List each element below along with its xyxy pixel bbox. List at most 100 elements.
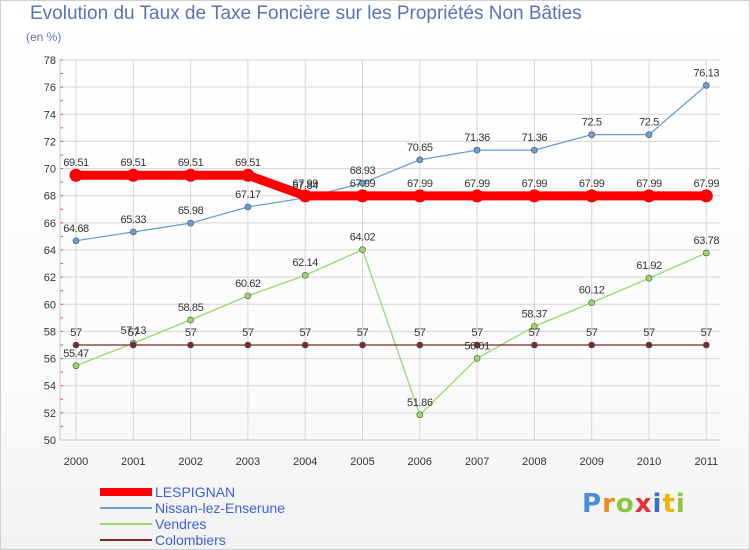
data-point-lespignan [642, 189, 656, 203]
data-point-colombiers [130, 341, 137, 349]
data-point-colombiers [187, 341, 194, 349]
y-tick-label: 70 [44, 164, 56, 176]
y-tick-label: 54 [44, 381, 56, 393]
x-tick-label: 2000 [64, 456, 88, 468]
logo-letter: i [652, 489, 663, 519]
data-label-colombiers: 57 [701, 327, 713, 339]
legend-swatch-nissan [100, 507, 152, 509]
data-point-nissan [187, 219, 194, 227]
data-label-lespignan: 67.99 [636, 178, 662, 190]
data-point-lespignan [69, 168, 83, 182]
x-tick-label: 2003 [236, 456, 260, 468]
data-label-nissan: 71.36 [522, 132, 548, 144]
data-label-vendres: 60.12 [579, 285, 605, 297]
data-point-nissan [244, 203, 252, 211]
data-point-nissan [531, 146, 538, 154]
legend-item-lespignan: LESPIGNAN [100, 484, 320, 500]
legend-swatch-vendres [100, 523, 152, 525]
data-label-vendres: 63.78 [694, 235, 720, 247]
data-point-colombiers [473, 341, 481, 349]
y-tick-label: 66 [44, 218, 56, 230]
data-point-nissan [588, 131, 596, 138]
data-point-vendres [645, 274, 653, 282]
logo-letter: P [582, 489, 603, 519]
data-label-colombiers: 57 [586, 327, 598, 339]
data-label-colombiers: 57 [414, 327, 426, 339]
y-tick-label: 60 [44, 299, 56, 311]
data-point-lespignan [413, 189, 427, 203]
data-label-lespignan: 67.99 [694, 178, 720, 190]
data-point-lespignan [241, 168, 255, 182]
data-label-vendres: 58.85 [178, 302, 204, 314]
data-label-lespignan: 67.99 [350, 178, 376, 190]
legend-item-colombiers: Colombiers [100, 532, 320, 548]
data-point-lespignan [585, 189, 599, 203]
data-point-vendres [301, 271, 309, 279]
x-tick-label: 2001 [121, 456, 145, 468]
data-label-nissan: 68.93 [350, 165, 376, 177]
data-point-vendres [588, 299, 596, 306]
data-point-colombiers [645, 341, 653, 349]
data-label-colombiers: 57 [70, 327, 82, 339]
y-tick-label: 76 [44, 82, 56, 94]
logo-letter: o [615, 489, 635, 519]
data-point-lespignan [126, 168, 140, 182]
y-tick-label: 56 [44, 354, 56, 366]
data-point-vendres [187, 316, 194, 324]
data-point-vendres [473, 355, 481, 362]
data-point-vendres [531, 323, 538, 330]
data-point-nissan [359, 179, 366, 187]
x-tick-label: 2004 [293, 456, 317, 468]
x-tick-label: 2011 [694, 456, 718, 468]
y-tick-label: 74 [44, 109, 56, 121]
data-point-lespignan [298, 189, 312, 203]
data-label-lespignan: 67.99 [464, 178, 490, 190]
chart-title: Evolution du Taux de Taxe Foncière sur l… [30, 3, 582, 24]
y-tick-label: 64 [44, 245, 56, 257]
x-tick-label: 2010 [637, 456, 661, 468]
data-label-nissan: 70.65 [407, 142, 433, 154]
series-line-vendres [75, 249, 707, 416]
y-tick-label: 52 [44, 408, 56, 420]
legend-swatch-colombiers [100, 539, 152, 541]
data-label-nissan: 76.13 [694, 67, 720, 79]
y-unit-label: (en %) [26, 30, 62, 44]
data-point-nissan [702, 82, 710, 89]
data-point-colombiers [702, 341, 710, 349]
x-tick-label: 2007 [465, 456, 489, 468]
data-label-vendres: 64.02 [350, 232, 376, 244]
legend-label-lespignan: LESPIGNAN [155, 484, 236, 500]
logo-letter: t [662, 489, 676, 519]
data-point-colombiers [244, 341, 252, 349]
data-point-nissan [645, 131, 653, 138]
data-label-nissan: 72.5 [639, 117, 659, 129]
data-label-colombiers: 57 [128, 327, 140, 339]
data-point-nissan [72, 237, 80, 245]
data-label-nissan: 65.33 [121, 214, 147, 226]
legend-item-nissan: Nissan-lez-Enserune [100, 500, 320, 516]
x-tick-label: 2008 [522, 456, 546, 468]
data-point-colombiers [416, 341, 424, 349]
data-point-nissan [130, 228, 137, 236]
data-label-nissan: 67.84 [292, 180, 318, 192]
data-point-lespignan [356, 189, 369, 203]
logo-letter: r [602, 489, 616, 519]
data-point-lespignan [470, 189, 484, 203]
data-point-vendres [359, 246, 366, 254]
data-point-vendres [72, 362, 80, 370]
data-point-colombiers [359, 341, 366, 349]
series-line-lespignan [71, 170, 711, 201]
x-tick-label: 2006 [408, 456, 432, 468]
data-point-colombiers [301, 341, 309, 349]
y-tick-label: 50 [44, 435, 56, 447]
legend-swatch-lespignan [100, 488, 152, 496]
logo-letter: i [675, 489, 686, 519]
data-label-nissan: 67.17 [235, 189, 261, 201]
data-label-colombiers: 57 [185, 327, 197, 339]
y-tick-label: 72 [44, 136, 56, 148]
data-label-lespignan: 67.99 [292, 178, 318, 190]
data-point-nissan [473, 146, 481, 154]
data-label-colombiers: 57 [529, 327, 541, 339]
legend-label-colombiers: Colombiers [155, 532, 226, 548]
